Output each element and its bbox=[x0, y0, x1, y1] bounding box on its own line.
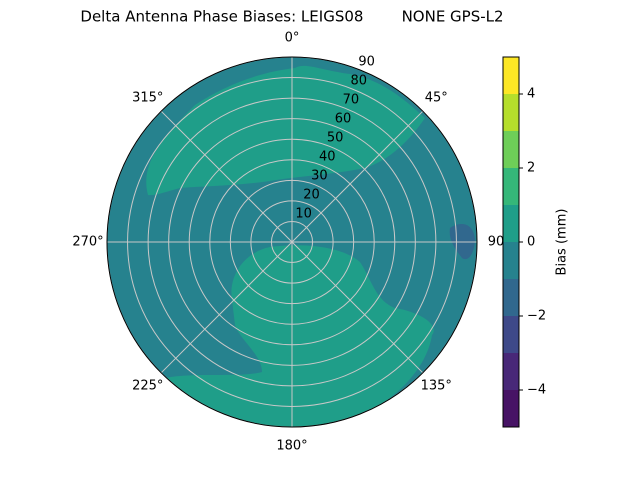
colorbar-band bbox=[503, 353, 519, 390]
r-tick-label: 30 bbox=[311, 168, 328, 183]
r-tick-label: 40 bbox=[319, 149, 336, 164]
r-tick-label: 60 bbox=[335, 111, 352, 126]
grid-spoke bbox=[160, 110, 293, 243]
colorbar-tick-label: −4 bbox=[527, 383, 546, 398]
colorbar-frame bbox=[502, 56, 520, 428]
r-tick-label: 20 bbox=[303, 187, 320, 202]
colorbar-tick-label: 0 bbox=[527, 235, 535, 250]
theta-tick-label: 90 bbox=[488, 235, 505, 250]
colorbar-band bbox=[503, 279, 519, 316]
colorbar-band bbox=[503, 94, 519, 131]
theta-tick-label: 225° bbox=[132, 379, 163, 394]
colorbar-band bbox=[503, 57, 519, 94]
colorbar-tick-label: 2 bbox=[527, 161, 535, 176]
grid-spoke bbox=[291, 110, 424, 243]
colorbar-band bbox=[503, 316, 519, 353]
grid-spoke bbox=[160, 241, 293, 374]
r-tick-label: 90 bbox=[358, 54, 375, 69]
colorbar-band bbox=[503, 242, 519, 279]
grid-spoke bbox=[291, 241, 424, 374]
colorbar-band bbox=[503, 205, 519, 242]
theta-tick-label: 0° bbox=[285, 31, 300, 46]
colorbar-band bbox=[503, 168, 519, 205]
r-tick-label: 70 bbox=[343, 92, 360, 107]
contour-band bbox=[165, 245, 434, 427]
chart-title: Delta Antenna Phase Biases: LEIGS08 NONE… bbox=[80, 8, 503, 26]
colorbar-band bbox=[503, 390, 519, 427]
contour-band bbox=[146, 65, 425, 196]
theta-tick-label: 315° bbox=[132, 90, 163, 105]
r-tick-label: 10 bbox=[295, 206, 312, 221]
r-tick-label: 50 bbox=[327, 130, 344, 145]
theta-tick-label: 270° bbox=[72, 235, 103, 250]
colorbar-tick-label: 4 bbox=[527, 87, 535, 102]
colorbar-band bbox=[503, 131, 519, 168]
theta-tick-label: 45° bbox=[425, 90, 448, 105]
colorbar-label: Bias (mm) bbox=[555, 209, 570, 276]
theta-tick-label: 180° bbox=[276, 439, 307, 454]
r-tick-label: 80 bbox=[350, 73, 367, 88]
polar-frame bbox=[106, 56, 478, 428]
colorbar-tick-label: −2 bbox=[527, 309, 546, 324]
theta-tick-label: 135° bbox=[421, 379, 452, 394]
